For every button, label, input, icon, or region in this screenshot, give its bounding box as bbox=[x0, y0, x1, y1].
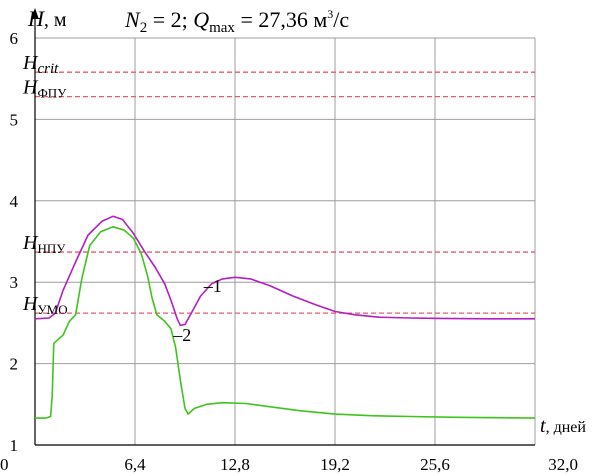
y-axis-arrow bbox=[31, 8, 39, 18]
x-tick-label: 25,6 bbox=[420, 455, 450, 474]
series-label-2: –2 bbox=[172, 325, 191, 345]
series-line-2 bbox=[35, 226, 536, 419]
x-tick-label: 12,8 bbox=[220, 455, 250, 474]
y-tick-label: 1 bbox=[10, 436, 19, 455]
x-tick-label: 19,2 bbox=[320, 455, 350, 474]
reference-label-fpu: HФПУ bbox=[22, 77, 67, 101]
reference-label-umo: HУМО bbox=[22, 293, 68, 317]
series-line-1 bbox=[34, 215, 535, 327]
series-label-1: –1 bbox=[203, 276, 222, 296]
axes: 0 6,4 12,8 19,2 25,6 32,0 1 2 3 4 5 6 bbox=[0, 8, 578, 474]
y-tick-label: 6 bbox=[10, 29, 19, 48]
reference-label-crit: Hcrit bbox=[22, 52, 59, 77]
y-tick-label: 3 bbox=[10, 273, 19, 292]
grid bbox=[35, 37, 536, 445]
reference-lines bbox=[35, 71, 535, 314]
x-tick-label: 32,0 bbox=[548, 455, 578, 474]
reference-label-npu: HНПУ bbox=[22, 232, 66, 256]
y-tick-label: 2 bbox=[10, 355, 19, 374]
x-tick-label: 6,4 bbox=[124, 455, 146, 474]
y-axis-label: H, м bbox=[27, 6, 67, 31]
x-tick-label: 0 bbox=[0, 455, 9, 474]
y-tick-label: 4 bbox=[10, 192, 19, 211]
x-axis-label: t, дней bbox=[540, 415, 586, 437]
y-tick-label: 5 bbox=[10, 110, 19, 129]
series-lines bbox=[34, 215, 536, 419]
chart-title: N2 = 2; Qmax = 27,36 м3/с bbox=[124, 7, 349, 36]
